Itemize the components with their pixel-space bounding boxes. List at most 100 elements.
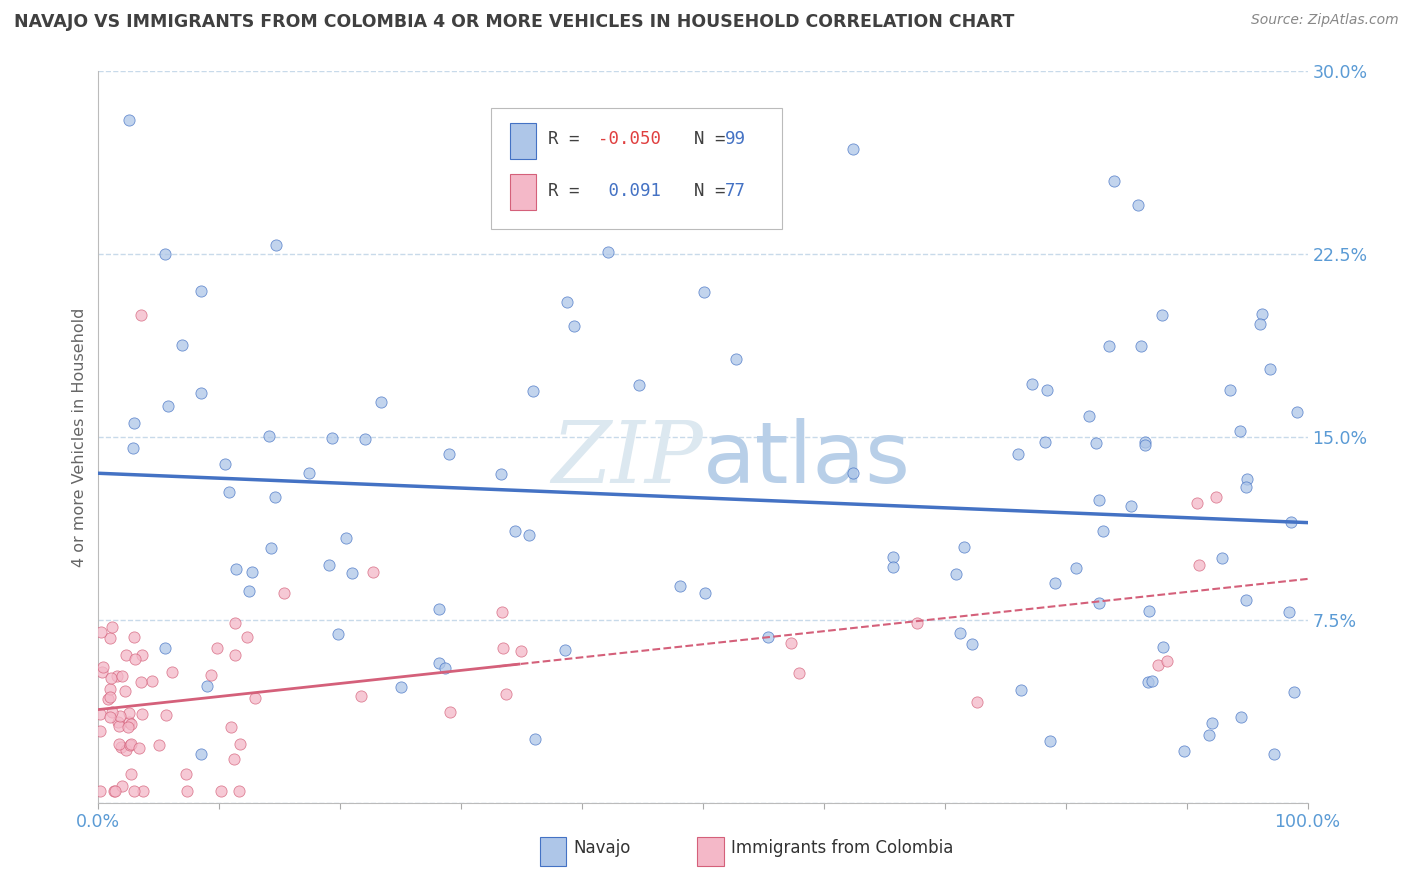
- Point: [433, 661, 456, 675]
- Point: [321, 431, 343, 445]
- Point: [1152, 308, 1174, 322]
- Point: [389, 681, 412, 695]
- Point: [114, 743, 136, 757]
- Point: [1188, 558, 1211, 573]
- Point: [1185, 495, 1208, 509]
- Text: Source: ZipAtlas.com: Source: ZipAtlas.com: [1251, 13, 1399, 28]
- Point: [176, 783, 198, 797]
- Point: [103, 783, 125, 797]
- Point: [489, 467, 512, 481]
- Point: [1085, 436, 1108, 450]
- Point: [1092, 524, 1115, 538]
- Point: [100, 671, 122, 685]
- Point: [224, 648, 246, 662]
- Point: [491, 605, 513, 619]
- Point: [1135, 434, 1157, 449]
- Point: [98, 710, 121, 724]
- Point: [122, 416, 145, 430]
- Point: [522, 384, 544, 398]
- Point: [503, 524, 526, 538]
- Bar: [540, 838, 567, 866]
- Point: [153, 640, 176, 655]
- Point: [1119, 499, 1142, 513]
- Point: [1285, 405, 1308, 419]
- Point: [1205, 491, 1227, 505]
- Point: [340, 566, 363, 580]
- Point: [1010, 683, 1032, 698]
- Point: [89, 783, 111, 797]
- Point: [953, 540, 976, 554]
- Point: [108, 709, 131, 723]
- Point: [222, 752, 245, 766]
- Point: [1137, 674, 1160, 689]
- Point: [758, 630, 780, 644]
- Point: [114, 684, 136, 698]
- Point: [510, 643, 533, 657]
- Point: [98, 682, 121, 697]
- Point: [153, 247, 176, 261]
- Point: [122, 630, 145, 644]
- Point: [1021, 376, 1043, 391]
- Point: [692, 285, 714, 299]
- Point: [960, 637, 983, 651]
- Point: [97, 692, 120, 706]
- Point: [107, 714, 129, 729]
- Point: [949, 625, 972, 640]
- Point: [1229, 424, 1251, 438]
- Point: [495, 687, 517, 701]
- Point: [91, 660, 114, 674]
- Point: [1279, 515, 1302, 529]
- Point: [1147, 658, 1170, 673]
- Point: [1045, 576, 1067, 591]
- Text: R =: R =: [548, 130, 591, 148]
- Point: [779, 636, 801, 650]
- Point: [257, 429, 280, 443]
- Point: [1250, 307, 1272, 321]
- Point: [101, 620, 124, 634]
- Point: [1137, 604, 1160, 618]
- Point: [598, 245, 620, 260]
- Point: [1039, 733, 1062, 747]
- Point: [91, 665, 114, 680]
- Point: [98, 631, 121, 645]
- Point: [131, 648, 153, 662]
- Text: atlas: atlas: [703, 417, 911, 500]
- Point: [122, 441, 145, 455]
- Point: [1236, 472, 1258, 486]
- Text: 99: 99: [724, 130, 745, 148]
- Point: [1234, 592, 1257, 607]
- Point: [1156, 654, 1178, 668]
- Text: NAVAJO VS IMMIGRANTS FROM COLOMBIA 4 OR MORE VEHICLES IN HOUSEHOLD CORRELATION C: NAVAJO VS IMMIGRANTS FROM COLOMBIA 4 OR …: [14, 13, 1015, 31]
- Point: [1102, 174, 1125, 188]
- Text: R =: R =: [548, 182, 591, 200]
- Point: [128, 741, 150, 756]
- Point: [1128, 198, 1150, 212]
- Text: Navajo: Navajo: [574, 839, 631, 857]
- Point: [555, 295, 578, 310]
- Point: [1087, 596, 1109, 610]
- Point: [1066, 561, 1088, 575]
- Point: [221, 720, 243, 734]
- Point: [1201, 716, 1223, 731]
- Point: [118, 706, 141, 720]
- Point: [236, 630, 259, 644]
- Point: [89, 724, 111, 739]
- Point: [122, 783, 145, 797]
- Point: [1263, 747, 1285, 761]
- Point: [882, 550, 904, 565]
- Point: [131, 706, 153, 721]
- Point: [361, 566, 384, 580]
- Point: [562, 318, 585, 333]
- Point: [273, 585, 295, 599]
- Point: [118, 113, 141, 128]
- Point: [89, 706, 111, 721]
- Point: [120, 716, 142, 731]
- Point: [100, 705, 122, 719]
- Text: N =: N =: [672, 182, 735, 200]
- Point: [842, 467, 865, 481]
- Text: -0.050: -0.050: [598, 130, 661, 148]
- Point: [628, 377, 651, 392]
- Point: [1173, 744, 1195, 758]
- Point: [111, 668, 134, 682]
- Text: Immigrants from Colombia: Immigrants from Colombia: [731, 839, 953, 857]
